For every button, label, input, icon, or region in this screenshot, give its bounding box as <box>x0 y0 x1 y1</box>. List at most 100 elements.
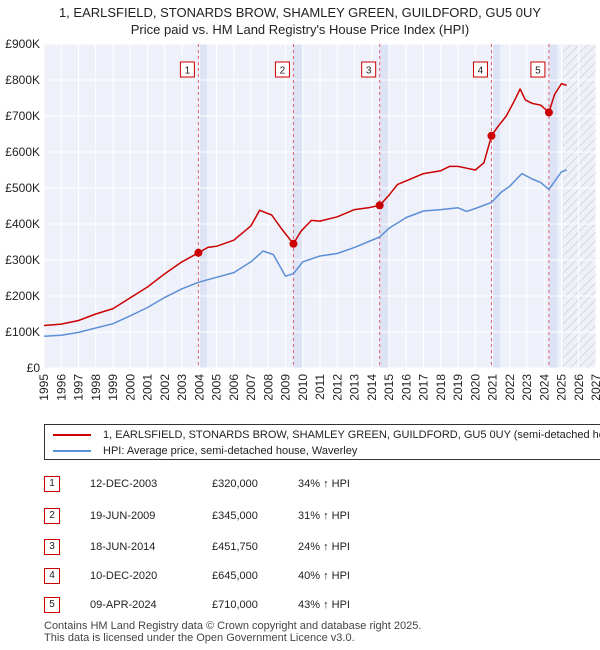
series-line <box>44 169 567 338</box>
series-group <box>44 82 567 338</box>
x-tick-label: 2008 <box>261 374 275 401</box>
x-tick-label: 2026 <box>572 374 586 401</box>
sale-date: 12-DEC-2003 <box>90 478 158 490</box>
sale-marker-badge: 1 <box>44 476 60 492</box>
x-tick-label: 2025 <box>555 374 569 401</box>
sale-hpi-change: 40% ↑ HPI <box>298 570 350 582</box>
sale-hpi-change: 24% ↑ HPI <box>298 541 350 553</box>
sale-price: £710,000 <box>212 599 258 611</box>
sale-number-label: 1 <box>185 66 191 77</box>
sale-price: £345,000 <box>212 510 258 522</box>
y-tick-label: £700K <box>5 109 40 123</box>
x-tick-label: 2003 <box>175 374 189 401</box>
sale-row: 4 10-DEC-2020 £645,000 40% ↑ HPI <box>44 568 444 588</box>
y-tick-label: £400K <box>5 217 40 231</box>
x-tick-label: 1998 <box>89 374 103 401</box>
sale-hpi-change: 31% ↑ HPI <box>298 510 350 522</box>
legend-item-hpi: HPI: Average price, semi-detached house,… <box>53 443 357 459</box>
x-tick-label: 2016 <box>399 374 413 401</box>
footer-licence: This data is licensed under the Open Gov… <box>44 632 355 644</box>
sale-row: 1 12-DEC-2003 £320,000 34% ↑ HPI <box>44 476 444 496</box>
x-tick-label: 2017 <box>417 374 431 401</box>
y-tick-label: £300K <box>5 253 40 267</box>
x-tick-label: 2002 <box>158 374 172 401</box>
y-tick-label: £0 <box>27 361 41 375</box>
title-line-1: 1, EARLSFIELD, STONARDS BROW, SHAMLEY GR… <box>58 5 542 20</box>
x-tick-label: 1997 <box>72 374 86 401</box>
x-tick-label: 2027 <box>589 374 600 401</box>
x-tick-label: 2000 <box>123 374 137 401</box>
sale-marker-badge: 4 <box>44 568 60 584</box>
x-tick-label: 2013 <box>348 374 362 401</box>
sale-point <box>487 131 496 140</box>
legend-swatch-property <box>53 434 91 436</box>
sale-shade-band <box>198 44 208 368</box>
sale-shade-band <box>293 44 303 368</box>
sale-point <box>375 201 384 210</box>
sale-point <box>289 239 298 248</box>
series-line <box>44 82 567 327</box>
y-tick-label: £200K <box>5 289 40 303</box>
x-tick-label: 2009 <box>279 374 293 401</box>
price-chart: 1 2 3 4 5 £0 £100K £200K £300K £400K £500K £600K £70… <box>5 38 600 401</box>
sale-number-box <box>274 61 290 78</box>
sale-date: 19-JUN-2009 <box>90 510 156 522</box>
sale-row: 3 18-JUN-2014 £451,750 24% ↑ HPI <box>44 539 444 559</box>
y-tick-label: £100K <box>5 325 40 339</box>
x-tick-label: 2010 <box>296 374 310 401</box>
legend-swatch-hpi <box>53 450 91 452</box>
y-tick-label: £600K <box>5 145 40 159</box>
sale-row: 5 09-APR-2024 £710,000 43% ↑ HPI <box>44 597 444 617</box>
sale-shade-band <box>379 44 389 368</box>
sale-date: 18-JUN-2014 <box>90 541 156 553</box>
x-tick-label: 1996 <box>54 374 68 401</box>
legend-item-property: 1, EARLSFIELD, STONARDS BROW, SHAMLEY GR… <box>53 427 600 443</box>
sale-number-box <box>179 61 195 78</box>
sale-point <box>544 108 553 117</box>
legend: 1, EARLSFIELD, STONARDS BROW, SHAMLEY GR… <box>44 424 600 460</box>
x-tick-label: 2004 <box>192 374 206 401</box>
chart-title: 1, EARLSFIELD, STONARDS BROW, SHAMLEY GR… <box>0 4 600 38</box>
legend-label-hpi: HPI: Average price, semi-detached house,… <box>103 445 358 457</box>
footer: Contains HM Land Registry data © Crown c… <box>44 620 421 644</box>
sale-hpi-change: 34% ↑ HPI <box>298 478 350 490</box>
sale-marker-badge: 5 <box>44 597 60 613</box>
sale-number-box <box>361 61 377 78</box>
x-tick-label: 2019 <box>451 374 465 401</box>
x-tick-label: 2011 <box>313 374 327 400</box>
x-tick-label: 2021 <box>486 374 500 401</box>
x-tick-label: 2014 <box>365 374 379 401</box>
x-tick-label: 2006 <box>227 374 241 401</box>
x-tick-label: 2018 <box>434 374 448 401</box>
x-tick-label: 1995 <box>37 374 51 401</box>
x-tick-label: 2005 <box>210 374 224 401</box>
sale-marker-badge: 2 <box>44 508 60 524</box>
sale-number-label: 3 <box>366 66 372 77</box>
sale-row: 2 19-JUN-2009 £345,000 31% ↑ HPI <box>44 508 444 528</box>
x-tick-label: 2012 <box>330 374 344 401</box>
sale-date: 10-DEC-2020 <box>90 570 158 582</box>
y-tick-label: £900K <box>5 38 40 51</box>
sale-price: £320,000 <box>212 478 258 490</box>
y-tick-label: £500K <box>5 181 40 195</box>
x-tick-label: 2024 <box>537 374 551 401</box>
sale-point <box>194 248 203 257</box>
y-tick-label: £800K <box>5 73 40 87</box>
sale-date: 09-APR-2024 <box>90 599 157 611</box>
sale-hpi-change: 43% ↑ HPI <box>298 599 350 611</box>
x-tick-label: 2022 <box>503 374 517 401</box>
sale-number-box <box>530 61 546 78</box>
x-tick-label: 2015 <box>382 374 396 401</box>
sale-number-label: 2 <box>280 66 286 77</box>
x-tick-label: 1999 <box>106 374 120 401</box>
sale-price: £645,000 <box>212 570 258 582</box>
sale-price: £451,750 <box>212 541 258 553</box>
x-tick-label: 2001 <box>141 374 155 401</box>
x-tick-label: 2020 <box>468 374 482 401</box>
sale-shade-band <box>491 44 501 368</box>
sale-number-box <box>472 61 488 78</box>
sale-number-label: 4 <box>478 66 484 77</box>
x-tick-label: 2023 <box>520 374 534 401</box>
sale-number-label: 5 <box>535 66 541 77</box>
future-hatch <box>563 44 596 368</box>
